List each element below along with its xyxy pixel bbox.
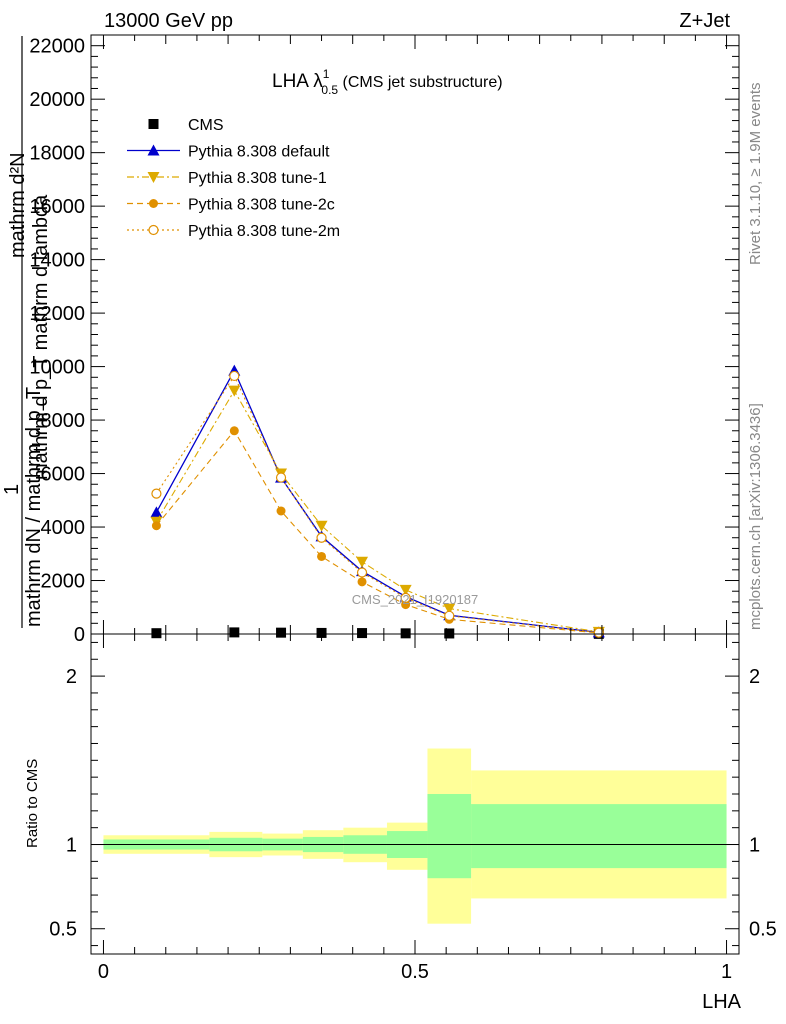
y-tick-label: 0 [74, 624, 85, 646]
data-point [317, 551, 327, 561]
ratio-y-tick-label-right: 1 [749, 835, 760, 857]
legend-label: Pythia 8.308 tune-2c [188, 197, 335, 214]
data-point [228, 385, 241, 397]
data-point [356, 556, 369, 568]
data-point [150, 506, 163, 518]
data-point [357, 577, 367, 587]
data-point [151, 628, 162, 639]
legend-entry: Pythia 8.308 tune-1 [127, 170, 327, 187]
data-point [276, 627, 287, 638]
band-bin [427, 794, 472, 879]
series-line [155, 429, 599, 634]
rivet-label: Rivet 3.1.10, ≥ 1.9M events [747, 83, 764, 266]
chart-title: LHA λ1 0.5 (CMS jet substructure) [272, 67, 503, 97]
data-point [316, 532, 327, 543]
y-tick-label: 14000 [29, 250, 85, 272]
legend-label: Pythia 8.308 tune-2m [188, 223, 340, 240]
ratio-y-tick-label: 2 [66, 666, 77, 688]
legend-entry: Pythia 8.308 default [127, 144, 330, 161]
ratio-frame [90, 633, 740, 955]
data-point [229, 426, 239, 436]
data-point [315, 520, 328, 532]
y-axis-label: mathrm d²N mathrm d p_T mathrm d lambda … [1, 36, 52, 628]
y-tick-label: 6000 [41, 464, 86, 486]
legend-label: Pythia 8.308 tune-1 [188, 170, 327, 187]
data-point [356, 567, 368, 578]
y-tick-label: 4000 [41, 517, 86, 539]
energy-label: 13000 GeV pp [104, 10, 233, 32]
series-line [155, 389, 599, 633]
y-tick-label: 16000 [29, 196, 85, 218]
main-panel: CMS_2021_I1920187 0 2000 4000 6000 8000 10000… [1, 34, 740, 646]
band-bin [471, 804, 727, 869]
x-tick-label: 0.5 [401, 961, 429, 983]
y-label-line3: mathrm dN / mathrm d p_T [23, 387, 45, 627]
series-0 [151, 627, 604, 639]
x-tick-label: 1 [721, 961, 732, 983]
y-tick-label: 10000 [29, 357, 85, 379]
legend-entry: Pythia 8.308 tune-2c [127, 197, 335, 214]
legend-marker [147, 172, 160, 183]
data-point [151, 488, 162, 499]
ratio-y-tick-label-right: 2 [749, 666, 760, 688]
data-point [444, 610, 455, 621]
data-point [444, 628, 455, 639]
ratio-y-tick-label: 1 [66, 835, 77, 857]
data-point [357, 628, 368, 639]
legend-marker [148, 119, 159, 129]
data-point [275, 472, 287, 483]
legend-entry: CMS [148, 117, 224, 134]
legend-marker [148, 224, 159, 236]
data-point [400, 592, 411, 603]
y-label-line2: mathrm d p_T mathrm d lambda [30, 194, 52, 480]
y-tick-label: 18000 [29, 143, 85, 165]
y-label-line1: mathrm d²N [7, 152, 29, 258]
ratio-y-tick-label: 0.5 [49, 919, 77, 941]
data-point [229, 370, 240, 382]
data-point [400, 628, 411, 639]
y-label-prefix: 1 [1, 484, 23, 495]
ratio-panel: 0.5 0.5 1 1 2 2 0 0.5 1 Ratio to CMS LHA [24, 633, 777, 1013]
data-point [229, 627, 240, 638]
ratio-y-tick-label-right: 0.5 [749, 919, 777, 941]
legend-marker [149, 199, 158, 208]
data-point [593, 627, 604, 638]
x-tick-label: 0 [98, 961, 109, 983]
mcplots-label: mcplots.cern.ch [arXiv:1306.3436] [747, 403, 764, 630]
data-point [399, 584, 412, 596]
series-line [155, 369, 599, 634]
legend-label: Pythia 8.308 default [188, 144, 330, 161]
watermark: CMS_2021_I1920187 [352, 592, 479, 607]
y-tick-label: 20000 [29, 89, 85, 111]
series-4 [151, 370, 604, 638]
process-label: Z+Jet [679, 10, 730, 32]
y-tick-label: 8000 [41, 410, 86, 432]
legend-marker [147, 144, 160, 156]
ratio-y-label: Ratio to CMS [24, 759, 41, 848]
data-point [443, 603, 456, 615]
x-axis-label: LHA [702, 991, 742, 1013]
data-point [276, 506, 286, 516]
legend-label: CMS [188, 117, 224, 134]
y-tick-label: 22000 [29, 36, 85, 58]
legend-entry: Pythia 8.308 tune-2m [127, 223, 340, 240]
data-point [151, 521, 161, 531]
y-tick-label: 2000 [41, 571, 86, 593]
legend: CMS Pythia 8.308 default Pythia 8.308 tune… [127, 117, 340, 240]
y-tick-label: 12000 [29, 303, 85, 325]
